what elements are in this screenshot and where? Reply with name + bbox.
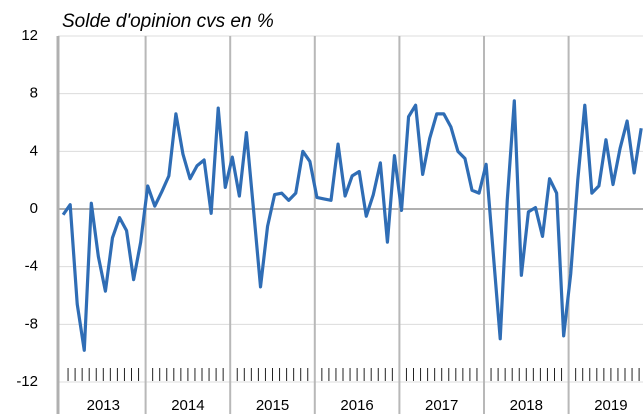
y-tick-label: 12 [21,27,38,44]
y-tick-label: -4 [25,258,38,275]
y-tick-label: -8 [25,315,38,332]
x-tick-label: 2014 [171,397,204,414]
x-tick-label: 2013 [87,397,120,414]
data-line [61,99,643,352]
y-tick-label: 8 [30,85,38,102]
y-tick-label: -12 [16,373,38,390]
x-tick-label: 2017 [425,397,458,414]
x-tick-label: 2015 [256,397,289,414]
x-tick-label: 2016 [340,397,373,414]
chart-title: Solde d'opinion cvs en % [62,11,274,32]
x-tick-label: 2018 [510,397,543,414]
x-tick-label: 2019 [594,397,627,414]
y-tick-label: 4 [30,142,38,159]
y-tick-label: 0 [30,200,38,217]
